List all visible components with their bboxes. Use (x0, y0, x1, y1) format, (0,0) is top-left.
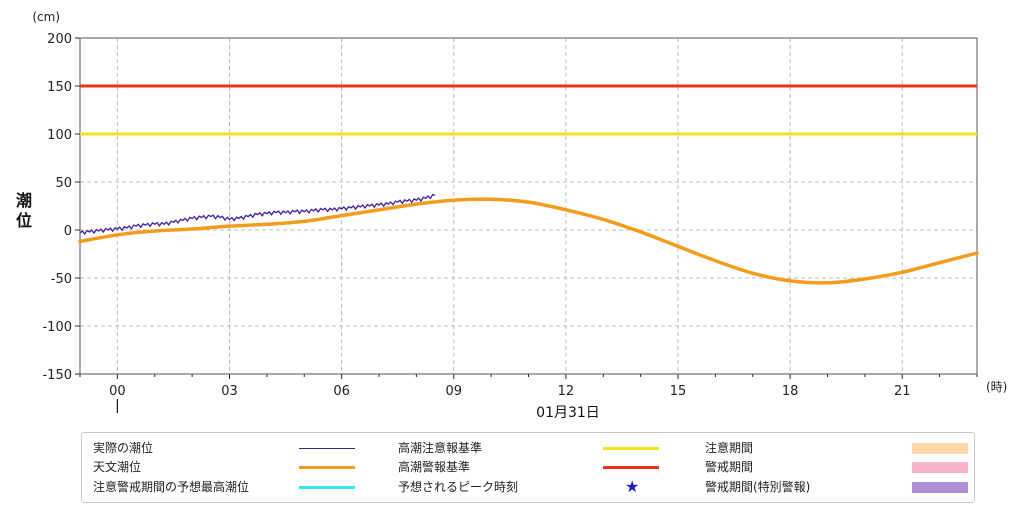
y-tick-label: -100 (42, 320, 72, 335)
legend-label: 注意期間 (705, 441, 754, 455)
legend-swatch-key (912, 482, 968, 493)
legend-line-key (299, 448, 355, 449)
x-tick-label: 06 (333, 384, 350, 399)
x-tick-label: 18 (782, 384, 799, 399)
y-tick-label: 150 (47, 80, 72, 95)
legend-swatch-key (912, 443, 968, 454)
date-label: 01月31日 (536, 405, 600, 421)
legend-line-key (603, 447, 659, 450)
y-tick-label: -50 (51, 272, 72, 287)
legend-label: 実際の潮位 (93, 441, 154, 455)
y-tick-label: 50 (55, 176, 72, 191)
series-line-astronomical-tide (78, 197, 979, 285)
y-tick-label: 100 (47, 128, 72, 143)
legend-label: 注意警戒期間の予想最高潮位 (93, 480, 250, 494)
x-tick-label: 15 (670, 384, 687, 399)
y-axis-label: 潮位 (16, 191, 32, 230)
legend-label: 警戒期間 (705, 460, 754, 474)
y-unit-label: (cm) (32, 10, 60, 24)
x-unit-label: (時) (986, 380, 1007, 394)
series-line-observed-tide (79, 193, 436, 236)
plot-frame (79, 37, 978, 375)
x-tick-label: 00 (109, 384, 126, 399)
legend-line-key (299, 466, 355, 469)
x-tick-label: 21 (894, 384, 911, 399)
x-tick-label: 09 (445, 384, 462, 399)
legend-label: 天文潮位 (93, 460, 142, 474)
legend: 実際の潮位 高潮注意報基準 注意期間天文潮位 高潮警報基準 警戒期間注意警戒期間の予想最… (81, 432, 975, 503)
y-tick-label: -150 (42, 368, 72, 383)
tide-chart: (cm) 潮位 200 150 100 50 0 -50 -100 -150 00 03 06 09 1… (16, 10, 1007, 421)
legend-line-key (603, 466, 659, 469)
y-tick-label: 0 (64, 224, 72, 239)
star-icon: ★ (625, 477, 640, 496)
y-tick-label: 200 (47, 32, 72, 47)
legend-label: 予想されるピーク時刻 (398, 480, 519, 494)
x-tick-label: 12 (558, 384, 575, 399)
legend-swatch-key (912, 462, 968, 473)
legend-line-key (299, 486, 355, 489)
legend-label: 警戒期間(特別警報) (705, 480, 811, 494)
x-tick-label: 03 (221, 384, 238, 399)
legend-label: 高潮警報基準 (398, 460, 471, 474)
legend-label: 高潮注意報基準 (398, 441, 483, 455)
